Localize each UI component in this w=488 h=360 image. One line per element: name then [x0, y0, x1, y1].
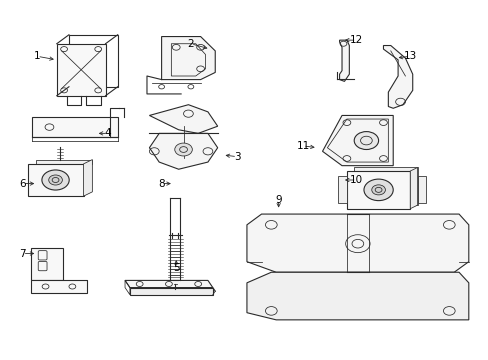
Polygon shape [125, 280, 212, 288]
Polygon shape [83, 159, 92, 196]
Polygon shape [337, 176, 346, 203]
Circle shape [363, 179, 392, 201]
Text: 10: 10 [349, 175, 363, 185]
Circle shape [49, 175, 62, 185]
Polygon shape [246, 214, 468, 272]
Polygon shape [57, 44, 105, 96]
Text: 9: 9 [275, 195, 282, 205]
Polygon shape [31, 248, 62, 280]
Text: 12: 12 [349, 35, 363, 45]
Polygon shape [149, 105, 217, 134]
Polygon shape [36, 159, 92, 164]
Polygon shape [353, 167, 417, 205]
Polygon shape [322, 116, 392, 166]
Text: 6: 6 [20, 179, 26, 189]
Text: 2: 2 [187, 39, 194, 49]
Text: 13: 13 [403, 51, 416, 61]
Polygon shape [130, 288, 212, 295]
Polygon shape [346, 171, 409, 209]
Polygon shape [149, 134, 217, 169]
Circle shape [353, 132, 378, 149]
Polygon shape [409, 167, 417, 209]
Polygon shape [32, 117, 118, 137]
Polygon shape [27, 164, 83, 196]
Polygon shape [31, 280, 87, 293]
Circle shape [174, 143, 192, 156]
Text: 8: 8 [158, 179, 164, 189]
Polygon shape [383, 45, 412, 108]
Polygon shape [417, 176, 426, 203]
Text: 3: 3 [233, 152, 240, 162]
Polygon shape [339, 40, 348, 81]
Circle shape [371, 185, 385, 195]
Text: 7: 7 [20, 248, 26, 258]
Polygon shape [161, 37, 215, 80]
Text: 1: 1 [34, 51, 41, 61]
Polygon shape [246, 272, 468, 320]
Text: 5: 5 [173, 263, 179, 273]
Text: 11: 11 [296, 141, 309, 151]
Text: 4: 4 [104, 129, 111, 138]
Circle shape [42, 170, 69, 190]
